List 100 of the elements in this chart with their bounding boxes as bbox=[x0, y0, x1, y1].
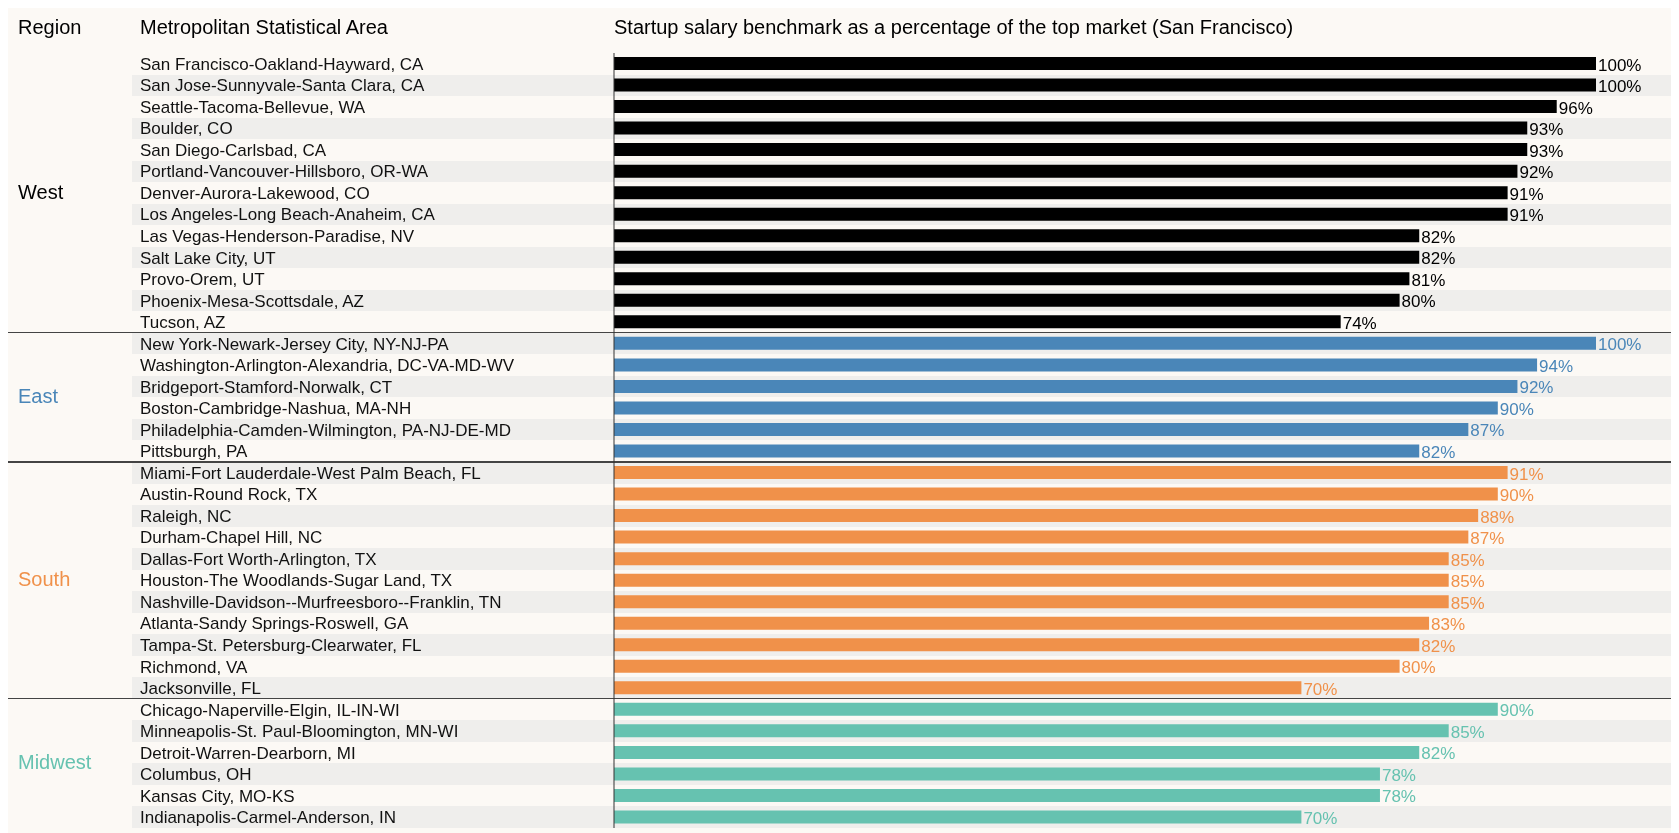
y-tick-label: Nashville-Davidson--Murfreesboro--Franklin, TN bbox=[140, 592, 502, 612]
bar bbox=[614, 336, 1596, 350]
y-tick-label: Atlanta-Sandy Springs-Roswell, GA bbox=[140, 614, 409, 634]
y-tick-label: Minneapolis-St. Paul-Bloomington, MN-WI bbox=[140, 722, 459, 742]
data-label: 83% bbox=[1431, 615, 1466, 635]
data-label: 82% bbox=[1421, 636, 1456, 656]
bar bbox=[614, 767, 1380, 781]
data-label: 78% bbox=[1381, 765, 1416, 785]
y-tick-label: Los Angeles-Long Beach-Anaheim, CA bbox=[140, 205, 436, 225]
data-label: 70% bbox=[1303, 679, 1338, 699]
data-label: 85% bbox=[1450, 550, 1485, 570]
chart-title: Startup salary benchmark as a percentage of the top market (San Francisco) bbox=[614, 16, 1294, 39]
legend-title: Region bbox=[18, 16, 82, 39]
y-tick-label: Philadelphia-Camden-Wilmington, PA-NJ-DE-MD bbox=[140, 420, 511, 440]
text: East bbox=[18, 385, 59, 409]
y-tick-label: Boulder, CO bbox=[140, 119, 233, 139]
y-tick-label: Phoenix-Mesa-Scottsdale, AZ bbox=[140, 291, 364, 311]
y-tick-label: Pittsburgh, PA bbox=[140, 442, 249, 462]
bar bbox=[614, 422, 1469, 436]
bar bbox=[614, 250, 1420, 264]
bar bbox=[614, 509, 1479, 523]
bar bbox=[614, 724, 1449, 738]
y-tick-label: Raleigh, NC bbox=[140, 506, 232, 526]
bar bbox=[614, 78, 1596, 92]
bar bbox=[614, 315, 1341, 329]
data-label: 82% bbox=[1421, 227, 1456, 247]
data-label: 100% bbox=[1598, 335, 1642, 355]
data-label: 80% bbox=[1401, 292, 1436, 312]
data-label: 100% bbox=[1598, 55, 1642, 75]
data-label: 92% bbox=[1519, 378, 1554, 398]
text: Midwest bbox=[18, 751, 92, 775]
data-label: 74% bbox=[1342, 313, 1377, 333]
bar bbox=[614, 293, 1400, 307]
data-label: 93% bbox=[1529, 120, 1564, 140]
data-label: 91% bbox=[1509, 206, 1544, 226]
bar bbox=[614, 466, 1508, 480]
y-tick-label: Bridgeport-Stamford-Norwalk, CT bbox=[140, 377, 393, 397]
y-tick-label: Boston-Cambridge-Nashua, MA-NH bbox=[140, 399, 412, 419]
y-tick-label: Chicago-Naperville-Elgin, IL-IN-WI bbox=[140, 700, 400, 720]
bar bbox=[614, 401, 1498, 415]
y-tick-label: Dallas-Fort Worth-Arlington, TX bbox=[140, 549, 377, 569]
bar bbox=[614, 57, 1596, 70]
y-tick-label: Jacksonville, FL bbox=[140, 679, 261, 699]
bar bbox=[614, 121, 1528, 135]
bar bbox=[614, 272, 1410, 286]
bar bbox=[614, 379, 1518, 393]
bar bbox=[614, 659, 1400, 673]
data-label: 80% bbox=[1401, 658, 1436, 678]
y-tick-label: Miami-Fort Lauderdale-West Palm Beach, FL bbox=[140, 463, 481, 483]
data-label: 94% bbox=[1539, 356, 1574, 376]
data-label: 81% bbox=[1411, 270, 1446, 290]
y-tick-label: Tucson, AZ bbox=[140, 313, 226, 333]
bar bbox=[614, 788, 1380, 802]
y-tick-label: Salt Lake City, UT bbox=[140, 248, 276, 268]
bar bbox=[614, 207, 1508, 221]
bar bbox=[614, 530, 1469, 544]
bar bbox=[614, 358, 1538, 372]
y-tick-label: New York-Newark-Jersey City, NY-NJ-PA bbox=[140, 334, 450, 354]
bar bbox=[614, 638, 1420, 652]
y-tick-label: Detroit-Warren-Dearborn, MI bbox=[140, 743, 356, 763]
data-label: 90% bbox=[1499, 486, 1534, 506]
y-tick-label: Durham-Chapel Hill, NC bbox=[140, 528, 323, 548]
bar bbox=[614, 595, 1449, 609]
data-label: 82% bbox=[1421, 744, 1456, 764]
text: West bbox=[18, 180, 64, 204]
y-tick-label: Portland-Vancouver-Hillsboro, OR-WA bbox=[140, 162, 429, 182]
data-label: 87% bbox=[1470, 421, 1505, 441]
y-tick-label: Austin-Round Rock, TX bbox=[140, 485, 318, 505]
bar bbox=[614, 573, 1449, 587]
bar bbox=[614, 681, 1302, 695]
y-tick-label: Washington-Arlington-Alexandria, DC-VA-MD-WV bbox=[140, 356, 515, 376]
data-label: 85% bbox=[1450, 572, 1485, 592]
y-tick-label: San Diego-Carlsbad, CA bbox=[140, 140, 327, 160]
bar bbox=[614, 810, 1302, 824]
data-label: 91% bbox=[1509, 184, 1544, 204]
data-label: 90% bbox=[1499, 399, 1534, 419]
y-tick-label: Provo-Orem, UT bbox=[140, 270, 265, 290]
data-label: 78% bbox=[1381, 787, 1416, 807]
bar bbox=[614, 186, 1508, 200]
data-label: 91% bbox=[1509, 464, 1544, 484]
data-label: 92% bbox=[1519, 163, 1554, 183]
y-tick-label: Kansas City, MO-KS bbox=[140, 786, 295, 806]
data-label: 96% bbox=[1558, 98, 1593, 118]
y-tick-label: Seattle-Tacoma-Bellevue, WA bbox=[140, 97, 366, 117]
data-label: 82% bbox=[1421, 443, 1456, 462]
bar bbox=[614, 444, 1420, 458]
data-label: 93% bbox=[1529, 141, 1564, 161]
bar bbox=[614, 100, 1557, 114]
y-tick-label: Indianapolis-Carmel-Anderson, IN bbox=[140, 808, 397, 828]
data-label: 88% bbox=[1480, 507, 1515, 527]
data-label: 90% bbox=[1499, 701, 1534, 721]
data-label: 100% bbox=[1598, 77, 1642, 97]
bar bbox=[614, 616, 1430, 630]
y-tick-label: Denver-Aurora-Lakewood, CO bbox=[140, 183, 370, 203]
data-label: 85% bbox=[1450, 593, 1485, 613]
data-label: 70% bbox=[1303, 808, 1338, 828]
y-tick-label: Las Vegas-Henderson-Paradise, NV bbox=[140, 226, 415, 246]
y-axis-title: Metropolitan Statistical Area bbox=[140, 16, 388, 39]
y-tick-label: Houston-The Woodlands-Sugar Land, TX bbox=[140, 571, 453, 591]
y-tick-label: San Jose-Sunnyvale-Santa Clara, CA bbox=[140, 76, 426, 96]
